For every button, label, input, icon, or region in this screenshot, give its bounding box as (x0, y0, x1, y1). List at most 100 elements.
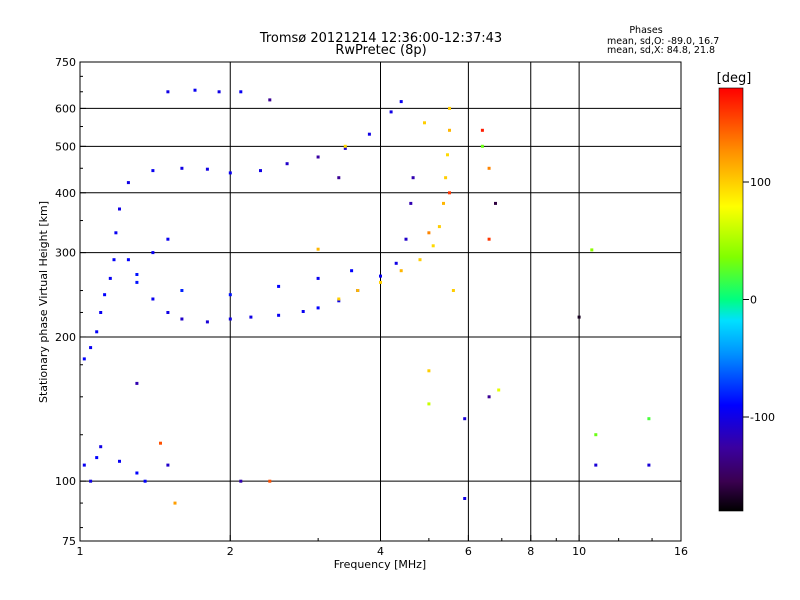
echo-point (277, 313, 281, 317)
echo-point (89, 479, 93, 483)
echo-point (427, 369, 431, 373)
echo-point (126, 258, 130, 262)
echo-point (249, 315, 253, 319)
echo-point (82, 463, 86, 467)
echo-point (590, 248, 594, 252)
echo-point (379, 274, 382, 278)
echo-point (180, 317, 184, 321)
echo-point (159, 441, 162, 445)
echo-point (118, 207, 121, 211)
echo-point (301, 310, 305, 313)
y-tick-label: 400 (55, 187, 76, 200)
phases-stats-o: mean, sd,O: -89.0, 16.7 (607, 36, 719, 47)
chart-title: Tromsø 20121214 12:36:00-12:37:43 (259, 31, 502, 46)
echo-point (389, 110, 393, 114)
echo-point (411, 176, 415, 180)
echo-point (285, 162, 289, 166)
echo-point (577, 315, 581, 319)
echo-point (82, 357, 86, 361)
echo-point (180, 166, 184, 170)
echo-point (444, 176, 448, 180)
echo-point (480, 128, 484, 132)
echo-point (135, 280, 139, 284)
echo-point (356, 289, 360, 292)
echo-point (95, 456, 99, 460)
x-tick-label: 2 (227, 545, 234, 558)
x-tick-label: 1 (77, 545, 84, 558)
y-tick-label: 75 (62, 535, 76, 548)
echo-point (118, 459, 121, 463)
echo-point (404, 237, 408, 241)
y-tick-label: 500 (55, 140, 76, 153)
grid-lines (80, 62, 681, 541)
echo-point (166, 311, 170, 314)
echo-point (205, 320, 209, 324)
echo-point (337, 297, 341, 301)
echo-point (103, 293, 107, 297)
echo-point (418, 258, 422, 262)
echo-point (239, 479, 243, 483)
x-axis-label: Frequency [MHz] (334, 558, 426, 571)
echo-point (379, 280, 382, 284)
echo-point (114, 231, 118, 235)
echo-point (399, 100, 403, 104)
y-tick-label: 200 (55, 331, 76, 344)
echo-point (151, 169, 155, 173)
echo-point (427, 231, 431, 235)
echo-point (112, 258, 116, 262)
echo-point (143, 479, 147, 483)
echo-point (151, 251, 155, 255)
y-tick-label: 750 (55, 56, 76, 69)
echo-point (126, 181, 130, 185)
echo-point (423, 121, 426, 125)
echo-point (487, 237, 491, 241)
echo-point (99, 445, 103, 449)
echo-point (173, 501, 177, 505)
echo-point (446, 153, 449, 157)
echo-point (239, 90, 243, 94)
echo-point (316, 306, 320, 310)
echo-point (135, 273, 139, 276)
echo-point (228, 293, 232, 297)
echo-point (494, 201, 497, 205)
x-tick-label: 4 (377, 545, 384, 558)
echo-point (394, 261, 398, 265)
echo-point (205, 167, 209, 171)
echo-point (166, 237, 170, 241)
echo-point (463, 497, 467, 500)
echo-point (89, 346, 93, 350)
echo-point (448, 128, 451, 132)
echo-point (166, 463, 170, 467)
echo-point (277, 284, 281, 288)
echo-point (367, 132, 371, 136)
echo-point (193, 88, 197, 92)
echo-point (431, 244, 435, 248)
echo-point (647, 417, 651, 421)
colorbar-tick-label: 100 (750, 176, 771, 189)
echo-point (350, 269, 354, 273)
echo-point (151, 297, 155, 301)
echo-point (399, 269, 403, 273)
echo-point (480, 144, 484, 148)
echo-point (95, 330, 99, 334)
colorbar-tick-label: -100 (750, 411, 775, 424)
echo-point (448, 191, 451, 195)
phases-stats-title: Phases (629, 25, 662, 36)
echo-point (180, 289, 184, 292)
echo-point (442, 201, 445, 205)
echo-point (316, 155, 320, 159)
x-tick-label: 16 (674, 545, 688, 558)
echo-point (166, 90, 170, 94)
echo-point (268, 479, 272, 483)
colorbar-label: [deg] (717, 71, 752, 86)
echo-point (451, 289, 455, 292)
echo-point (647, 463, 651, 467)
x-tick-label: 8 (527, 545, 534, 558)
colorbar (718, 87, 744, 512)
echo-point (99, 311, 103, 314)
echo-point (409, 201, 413, 205)
echo-point (437, 225, 441, 229)
echo-point (497, 388, 501, 392)
echo-point (463, 417, 467, 421)
